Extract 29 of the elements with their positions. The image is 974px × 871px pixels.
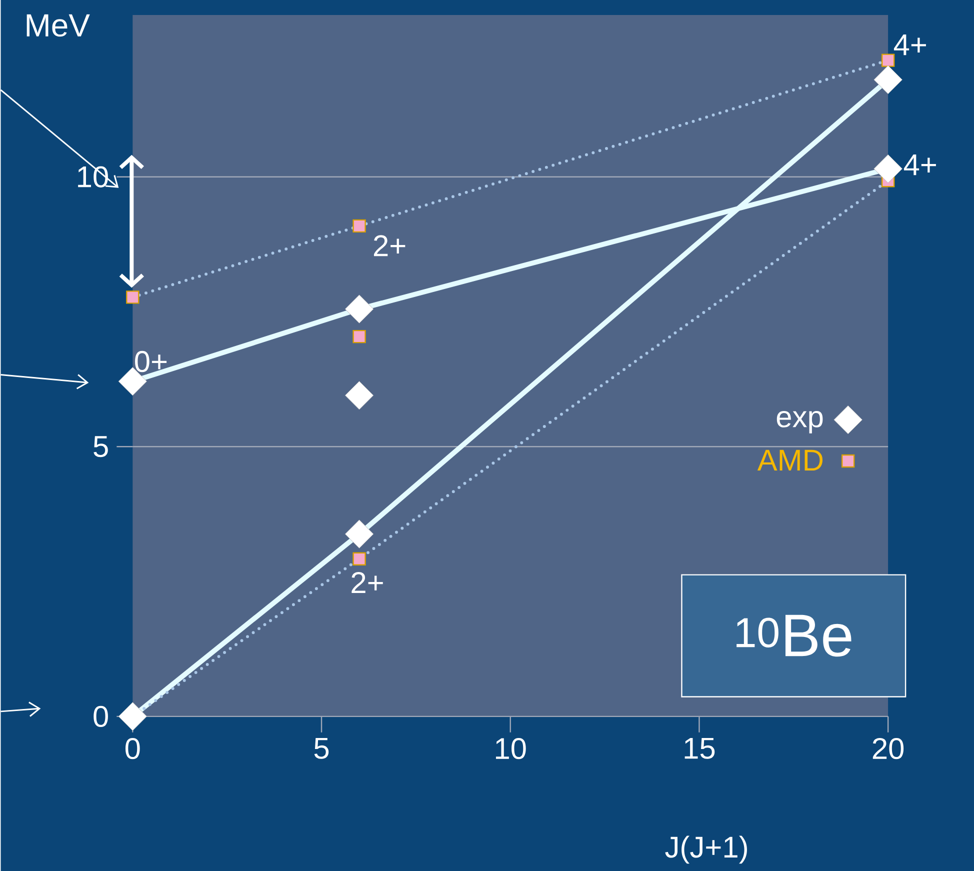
x-axis-title: J(J+1) <box>665 836 747 864</box>
annotation: 2+ <box>374 234 406 256</box>
point <box>344 380 374 410</box>
annotation: $^{10}$Be <box>736 614 852 657</box>
annotation: 4+ <box>894 34 926 55</box>
annotation: 4+ <box>904 154 936 175</box>
x-tick-label: 15 <box>684 738 715 759</box>
point <box>352 552 366 566</box>
point <box>126 290 140 304</box>
x-tick-label: 5 <box>314 738 329 759</box>
x-tick-label: 10 <box>496 738 526 760</box>
y-tick-label: 5 <box>94 436 108 457</box>
point <box>344 294 374 324</box>
annotation: 0+ <box>135 350 167 372</box>
x-tick-label: 0 <box>125 738 140 760</box>
point <box>352 330 366 344</box>
point <box>352 219 366 232</box>
point <box>344 520 374 548</box>
annotation: 2+ <box>352 572 383 593</box>
x-tick-label: 20 <box>872 738 904 760</box>
y-axis-title: MeV <box>26 14 90 36</box>
y-tick-label: 10 <box>78 166 108 188</box>
point <box>118 702 147 731</box>
legend-label: exp <box>776 410 823 434</box>
y-tick-label: 0 <box>94 706 108 727</box>
point <box>874 65 902 94</box>
point <box>874 154 902 183</box>
legend-label: AMD <box>757 450 823 470</box>
point <box>881 54 895 67</box>
